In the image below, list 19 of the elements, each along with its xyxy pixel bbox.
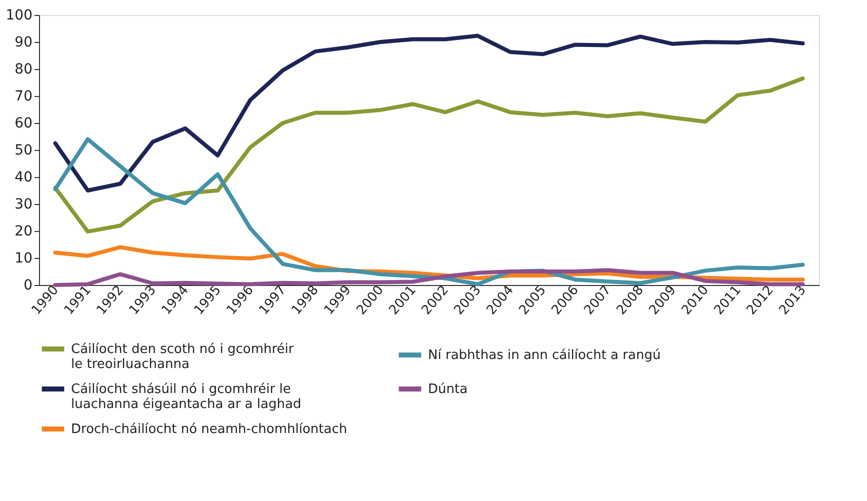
line-series [53,137,805,286]
legend-label: Droch-cháilíocht nó neamh-chomhlíontach [71,422,348,437]
line-series [53,34,805,192]
y-tick-label: 30 [14,196,32,212]
y-tick-label: 0 [24,278,32,294]
y-tick-label: 50 [14,142,32,158]
y-tick-label: 10 [14,250,32,266]
line-series [53,76,805,234]
y-tick-label: 60 [14,116,32,132]
y-tick-label: 100 [6,8,32,24]
legend-label: Ní rabhthas in ann cáilíocht a rangú [428,348,661,363]
legend-label: Cáilíocht shásúil nó i gcomhréir le luachanna éigeantacha ar a laghad [71,382,302,412]
legend-label: Cáilíocht den scoth nó i gcomhréir le treoirluachanna [71,342,294,372]
y-tick-label: 80 [14,62,32,78]
y-tick-label: 20 [14,224,32,240]
legend-label: Dúnta [428,382,468,397]
y-tick-label: 70 [14,88,32,104]
y-tick-label: 40 [14,170,32,186]
y-tick-label: 90 [14,34,32,50]
